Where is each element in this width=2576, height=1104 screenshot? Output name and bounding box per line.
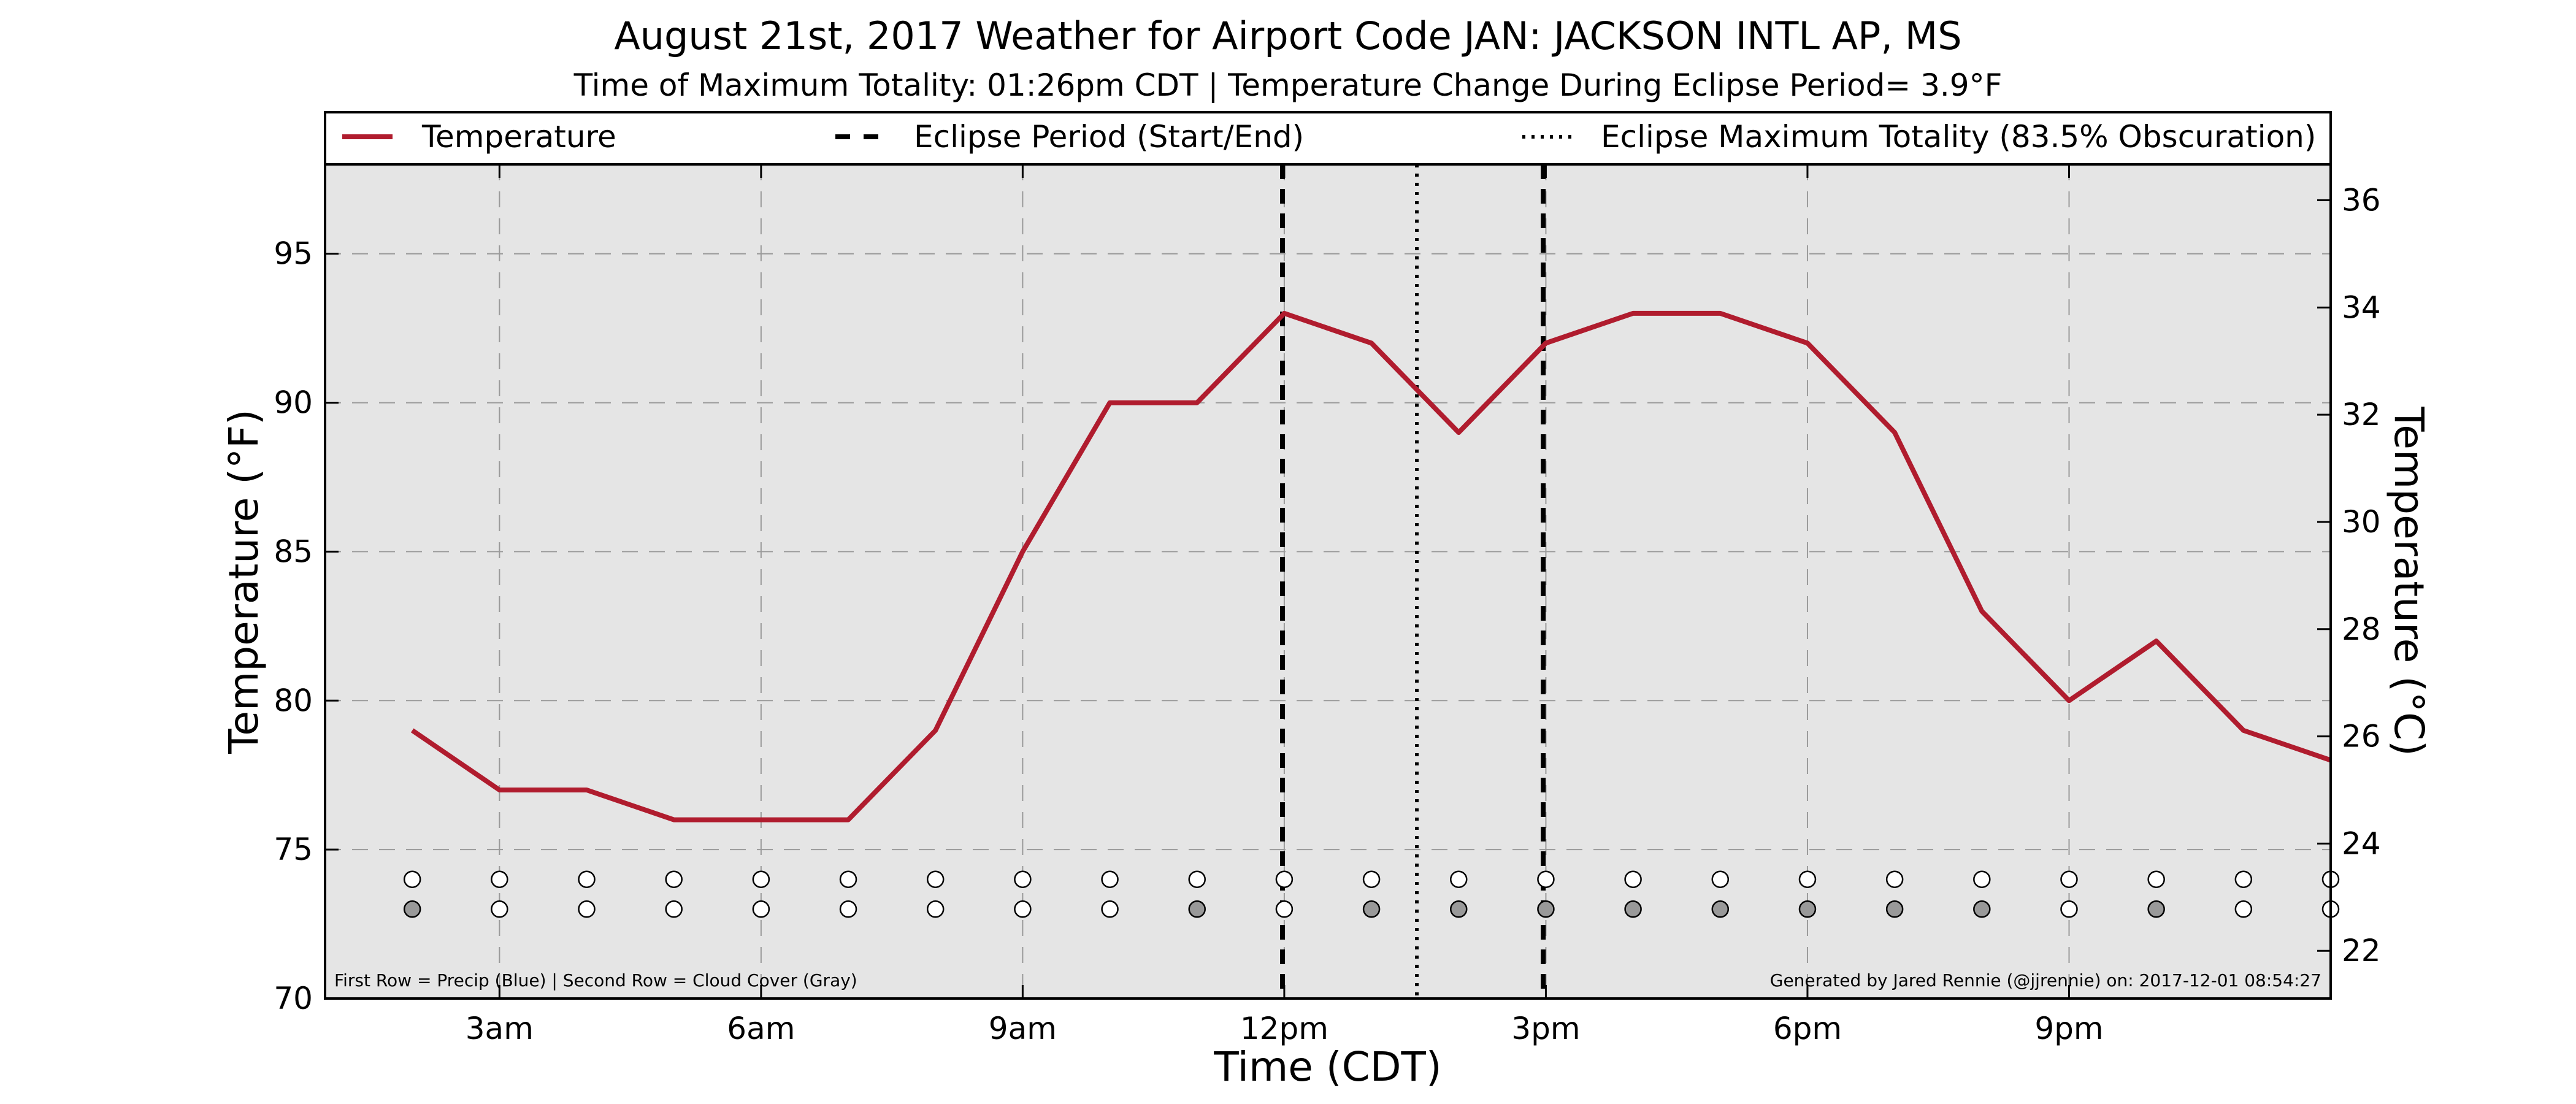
precip-marker [1624, 870, 1642, 888]
precip-marker [1275, 870, 1294, 888]
cloud-cover-marker [578, 900, 596, 918]
x-tick-label: 3pm [1511, 1011, 1580, 1046]
precip-marker [578, 870, 596, 888]
cloud-cover-marker [403, 900, 421, 918]
series-group [410, 310, 2332, 822]
cloud-cover-marker [2234, 900, 2253, 918]
cloud-cover-marker [1275, 900, 1294, 918]
y-tick-label: 70 [274, 981, 313, 1016]
y-axis-left-ticks: 70 75 80 85 90 95 [274, 236, 339, 1016]
precip-marker [1798, 870, 1817, 888]
precip-marker [491, 870, 508, 888]
cloud-cover-marker [2147, 900, 2165, 918]
cloud-cover-marker [1362, 900, 1381, 918]
cloud-cover-marker [2060, 900, 2078, 918]
precip-marker [2234, 870, 2253, 888]
precip-marker [839, 870, 857, 888]
precip-marker [2147, 870, 2165, 888]
eclipse-lines [1280, 164, 1546, 999]
x-tick-label: 9am [989, 1011, 1057, 1046]
cloud-cover-marker [926, 900, 945, 918]
y-tick-label: 80 [274, 683, 313, 718]
precip-marker [1711, 870, 1730, 888]
footnote-right: Generated by Jared Rennie (@jjrennie) on… [1770, 970, 2321, 991]
cloud-cover-marker [1537, 900, 1555, 918]
precip-marker [1885, 870, 1904, 888]
plot-area [325, 164, 2331, 999]
x-tick-label: 9pm [2034, 1011, 2103, 1046]
chart-title: August 21st, 2017 Weather for Airport Co… [614, 13, 1961, 58]
precip-marker [1362, 870, 1381, 888]
cloud-cover-marker [491, 900, 508, 918]
legend-temperature-label: Temperature [421, 119, 616, 155]
precip-marker [926, 870, 945, 888]
x-tick-label: 6am [727, 1011, 795, 1046]
precip-marker [665, 870, 683, 888]
legend-max-totality-label: Eclipse Maximum Totality (83.5% Obscurat… [1601, 119, 2316, 155]
y-axis-label-right: Temperature (°C) [2385, 406, 2432, 756]
precip-marker [752, 870, 770, 888]
y-axis-right-ticks: 22 24 26 28 30 32 34 36 [2317, 183, 2381, 968]
legend-box [324, 111, 2332, 166]
footnote-left: First Row = Precip (Blue) | Second Row =… [334, 970, 857, 991]
precip-marker [1014, 870, 1032, 888]
precip-marker [2060, 870, 2078, 888]
y-tick-label: 85 [274, 534, 313, 569]
cloud-cover-marker [1624, 900, 1642, 918]
cloud-cover-marker [839, 900, 857, 918]
precip-marker [1973, 870, 1991, 888]
y-right-tick-label: 22 [2342, 933, 2381, 968]
cloud-cover-marker [1188, 900, 1206, 918]
y-right-tick-label: 32 [2342, 397, 2381, 432]
cloud-cover-marker [1711, 900, 1730, 918]
cloud-cover-marker [1885, 900, 1904, 918]
cloud-cover-marker [1798, 900, 1817, 918]
cloud-cover-marker [1450, 900, 1468, 918]
grid-lines [325, 164, 2331, 999]
y-axis-label-left: Temperature (°F) [220, 409, 267, 754]
cloud-cover-marker [1973, 900, 1991, 918]
x-axis-label: Time (CDT) [1213, 1043, 1441, 1091]
cloud-cover-marker [665, 900, 683, 918]
precip-marker [1537, 870, 1555, 888]
precip-marker [1450, 870, 1468, 888]
y-right-tick-label: 28 [2342, 611, 2381, 647]
y-right-tick-label: 34 [2342, 289, 2381, 325]
y-tick-label: 95 [274, 236, 313, 272]
legend-eclipse-period-label: Eclipse Period (Start/End) [914, 119, 1304, 155]
precip-marker [403, 870, 421, 888]
cloud-cover-marker [1014, 900, 1032, 918]
y-right-tick-label: 26 [2342, 719, 2381, 754]
x-tick-label: 12pm [1240, 1011, 1328, 1046]
temperature-line [410, 310, 2332, 822]
precip-marker [1188, 870, 1206, 888]
y-right-tick-label: 30 [2342, 504, 2381, 540]
x-tick-label: 3am [466, 1011, 534, 1046]
cloud-cover-marker [752, 900, 770, 918]
y-right-tick-label: 24 [2342, 826, 2381, 861]
x-axis-ticks: 3am 6am 9am 12pm 3pm 6pm 9pm [466, 164, 2104, 1046]
cloud-cover-marker [1101, 900, 1119, 918]
y-right-tick-label: 36 [2342, 183, 2381, 218]
y-tick-label: 75 [274, 832, 313, 867]
chart-subtitle: Time of Maximum Totality: 01:26pm CDT | … [573, 67, 2003, 103]
y-tick-label: 90 [274, 385, 313, 421]
x-tick-label: 6pm [1773, 1011, 1842, 1046]
precip-marker [1101, 870, 1119, 888]
